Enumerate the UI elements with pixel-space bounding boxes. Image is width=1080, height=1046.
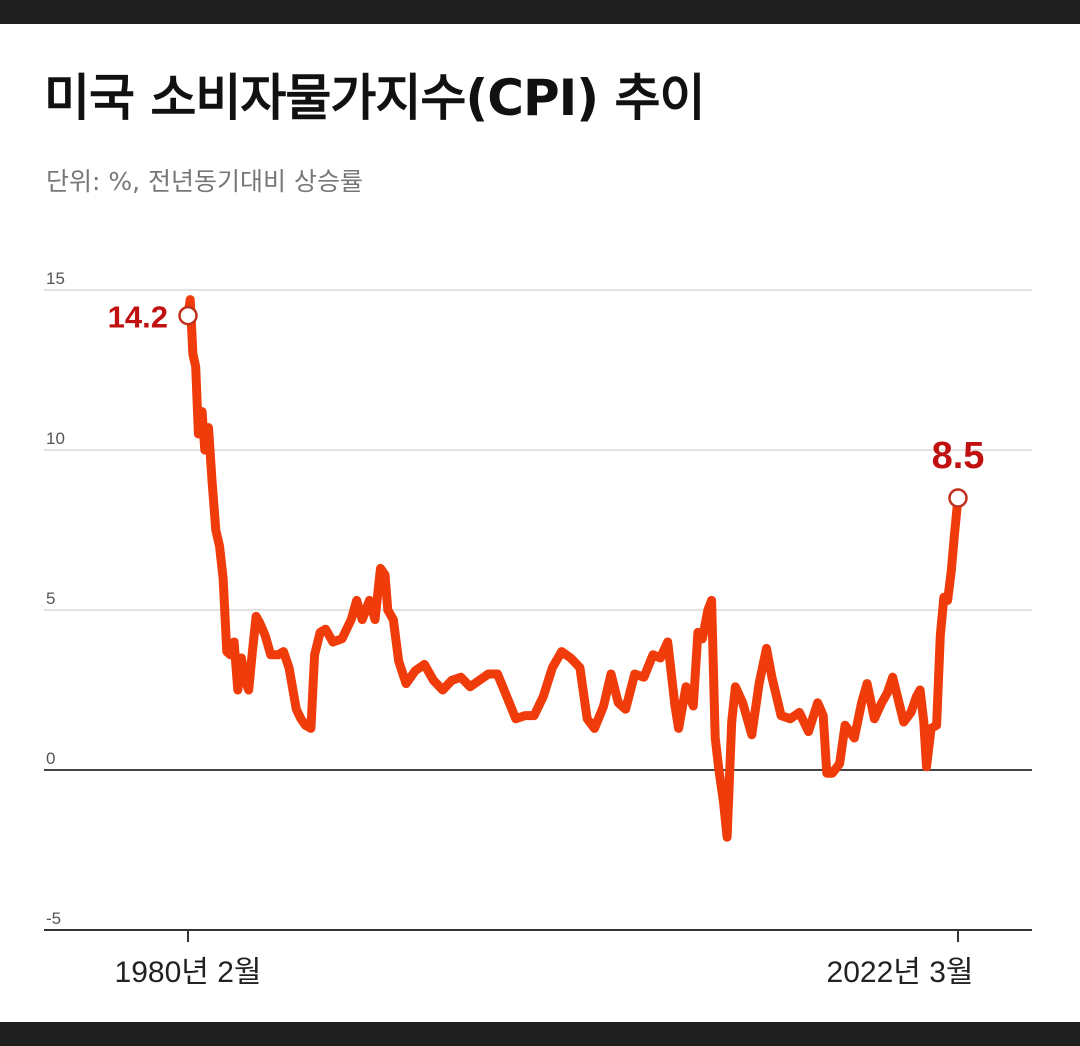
y-tick-label-3: 0 xyxy=(46,749,55,768)
y-tick-label-1: 10 xyxy=(46,429,65,448)
x-label-end: 2022년 3월 xyxy=(827,956,974,989)
y-tick-label-4: -5 xyxy=(46,909,61,928)
x-label-start: 1980년 2월 xyxy=(115,956,262,989)
callout-marker-1 xyxy=(948,488,968,508)
cpi-series-line xyxy=(183,295,963,842)
series-layer xyxy=(183,295,963,842)
callout-label-1: 8.5 xyxy=(932,435,985,477)
callout-marker-0 xyxy=(178,305,198,326)
bottom-bar xyxy=(0,1022,1080,1046)
x-axis: 1980년 2월 2022년 3월 xyxy=(44,929,1032,989)
chart-title: 미국 소비자물가지수(CPI) 추이 xyxy=(44,69,705,127)
callout-label-0: 14.2 xyxy=(108,300,168,335)
y-tick-label-2: 5 xyxy=(46,589,55,608)
y-axis-ticks: 15 10 5 0 -5 xyxy=(46,269,65,928)
y-tick-label-0: 15 xyxy=(46,269,65,288)
callout-layer: 14.2 8.5 xyxy=(108,300,985,508)
top-bar xyxy=(0,0,1080,24)
chart-subtitle: 단위: %, 전년동기대비 상승률 xyxy=(46,167,363,196)
